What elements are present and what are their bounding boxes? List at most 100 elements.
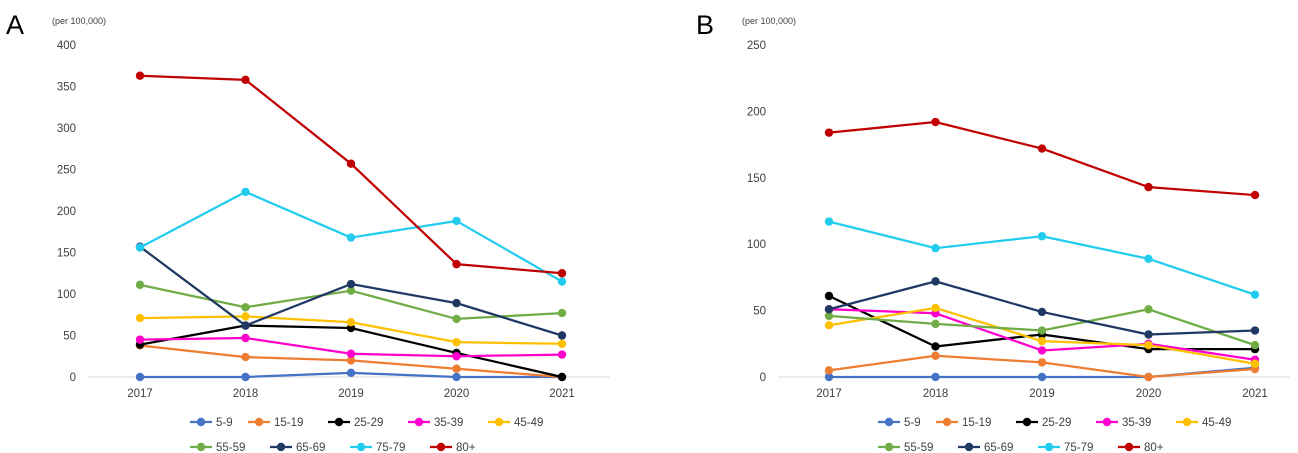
data-point [346,233,356,242]
data-point [557,372,567,382]
legend-swatch-marker [494,417,504,427]
legend-swatch-marker [276,442,286,452]
legend-label: 80+ [456,442,476,453]
data-point [824,291,834,301]
data-point [452,352,461,361]
legend-label: 55-59 [216,442,245,453]
data-point [346,286,356,295]
data-point [346,323,356,333]
series-75-79 [135,187,567,286]
x-tick-label: 2020 [444,388,470,400]
data-point [824,128,834,137]
legend-swatch-marker [884,442,894,452]
data-point [1144,372,1153,382]
x-tick-label: 2021 [1242,388,1268,400]
data-point [241,372,250,382]
data-point [557,308,567,318]
y-tick-label: 100 [747,239,766,251]
legend-label: 35-39 [434,417,463,429]
legend-label: 75-79 [1064,442,1093,453]
data-point [241,333,250,343]
legend-label: 65-69 [984,442,1013,453]
data-point [346,349,356,358]
legend-label: 15-19 [274,417,303,429]
data-point [824,366,834,375]
y-unit-label: (per 100,000) [52,16,107,26]
legend-swatch-marker [254,417,264,427]
series-55-59 [824,305,1260,350]
data-point [557,331,567,340]
legend-swatch-marker [884,417,894,427]
legend-item: 45-49 [1176,417,1231,429]
data-point [135,335,145,344]
data-point [1144,254,1153,264]
data-point [1037,336,1047,346]
y-tick-label: 350 [57,82,76,94]
data-point [452,314,461,324]
series-45-49 [824,303,1260,368]
data-point [1250,359,1260,368]
legend-item: 25-29 [1016,417,1071,429]
legend-swatch-marker [334,417,344,427]
data-point [1250,326,1260,335]
legend-item: 35-39 [408,417,463,429]
x-tick-label: 2019 [338,388,364,400]
y-tick-label: 150 [57,248,76,260]
data-point [557,350,567,359]
legend-label: 80+ [1144,442,1164,453]
legend-item: 55-59 [190,442,245,453]
panel-a: A (per 100,000) 0 50 100 150 200 250 300 350 400… [0,0,640,453]
data-point [1144,305,1153,314]
line-chart: 0 50 100 150 200 250 2017 2018 2019 2020 2021 5-9 15… [747,40,1290,453]
y-tick-label: 0 [760,372,766,384]
legend-label: 15-19 [962,417,991,429]
legend-label: 65-69 [296,442,325,453]
data-point [1037,358,1047,367]
y-tick-label: 50 [753,306,766,318]
data-point [1037,346,1047,355]
data-point [135,372,145,382]
series-line [828,120,1256,197]
panel-letter: A [6,10,25,40]
data-point [452,298,461,308]
legend-item: 75-79 [1038,442,1093,453]
y-tick-label: 200 [57,206,76,218]
y-unit-label: (per 100,000) [742,16,797,26]
legend-item: 45-49 [488,417,543,429]
data-point [241,321,250,330]
legend-label: 45-49 [514,417,543,429]
data-point [557,277,567,286]
y-tick-label: 50 [63,331,76,343]
data-point [346,368,356,378]
legend-item: 75-79 [350,442,405,453]
legend-swatch-marker [1124,442,1134,452]
series-35-39 [135,333,567,361]
x-tick-label: 2020 [1136,388,1162,400]
legend-swatch-marker [356,442,366,452]
data-point [1037,372,1047,382]
y-tick-label: 250 [57,165,76,177]
legend-label: 25-29 [1042,417,1071,429]
data-point [135,71,145,80]
legend-swatch-marker [196,417,206,427]
legend-label: 55-59 [904,442,933,453]
series-80+ [824,117,1260,200]
legend-item: 80+ [1118,442,1164,453]
legend-swatch-marker [1022,417,1032,427]
series-75-79 [824,217,1260,299]
data-point [135,313,145,323]
legend-swatch-marker [1102,417,1112,427]
legend-swatch-marker [964,442,974,452]
y-tick-label: 400 [57,40,76,52]
data-point [1250,290,1260,299]
data-point [931,117,940,127]
x-tick-label: 2018 [923,388,949,400]
y-tick-label: 0 [70,372,76,384]
legend-item: 35-39 [1096,417,1151,429]
x-tick-label: 2018 [233,388,259,400]
data-point [346,159,356,168]
legend-item: 25-29 [328,417,383,429]
legend-swatch-marker [1044,442,1054,452]
data-point [452,372,461,382]
data-point [931,243,940,253]
